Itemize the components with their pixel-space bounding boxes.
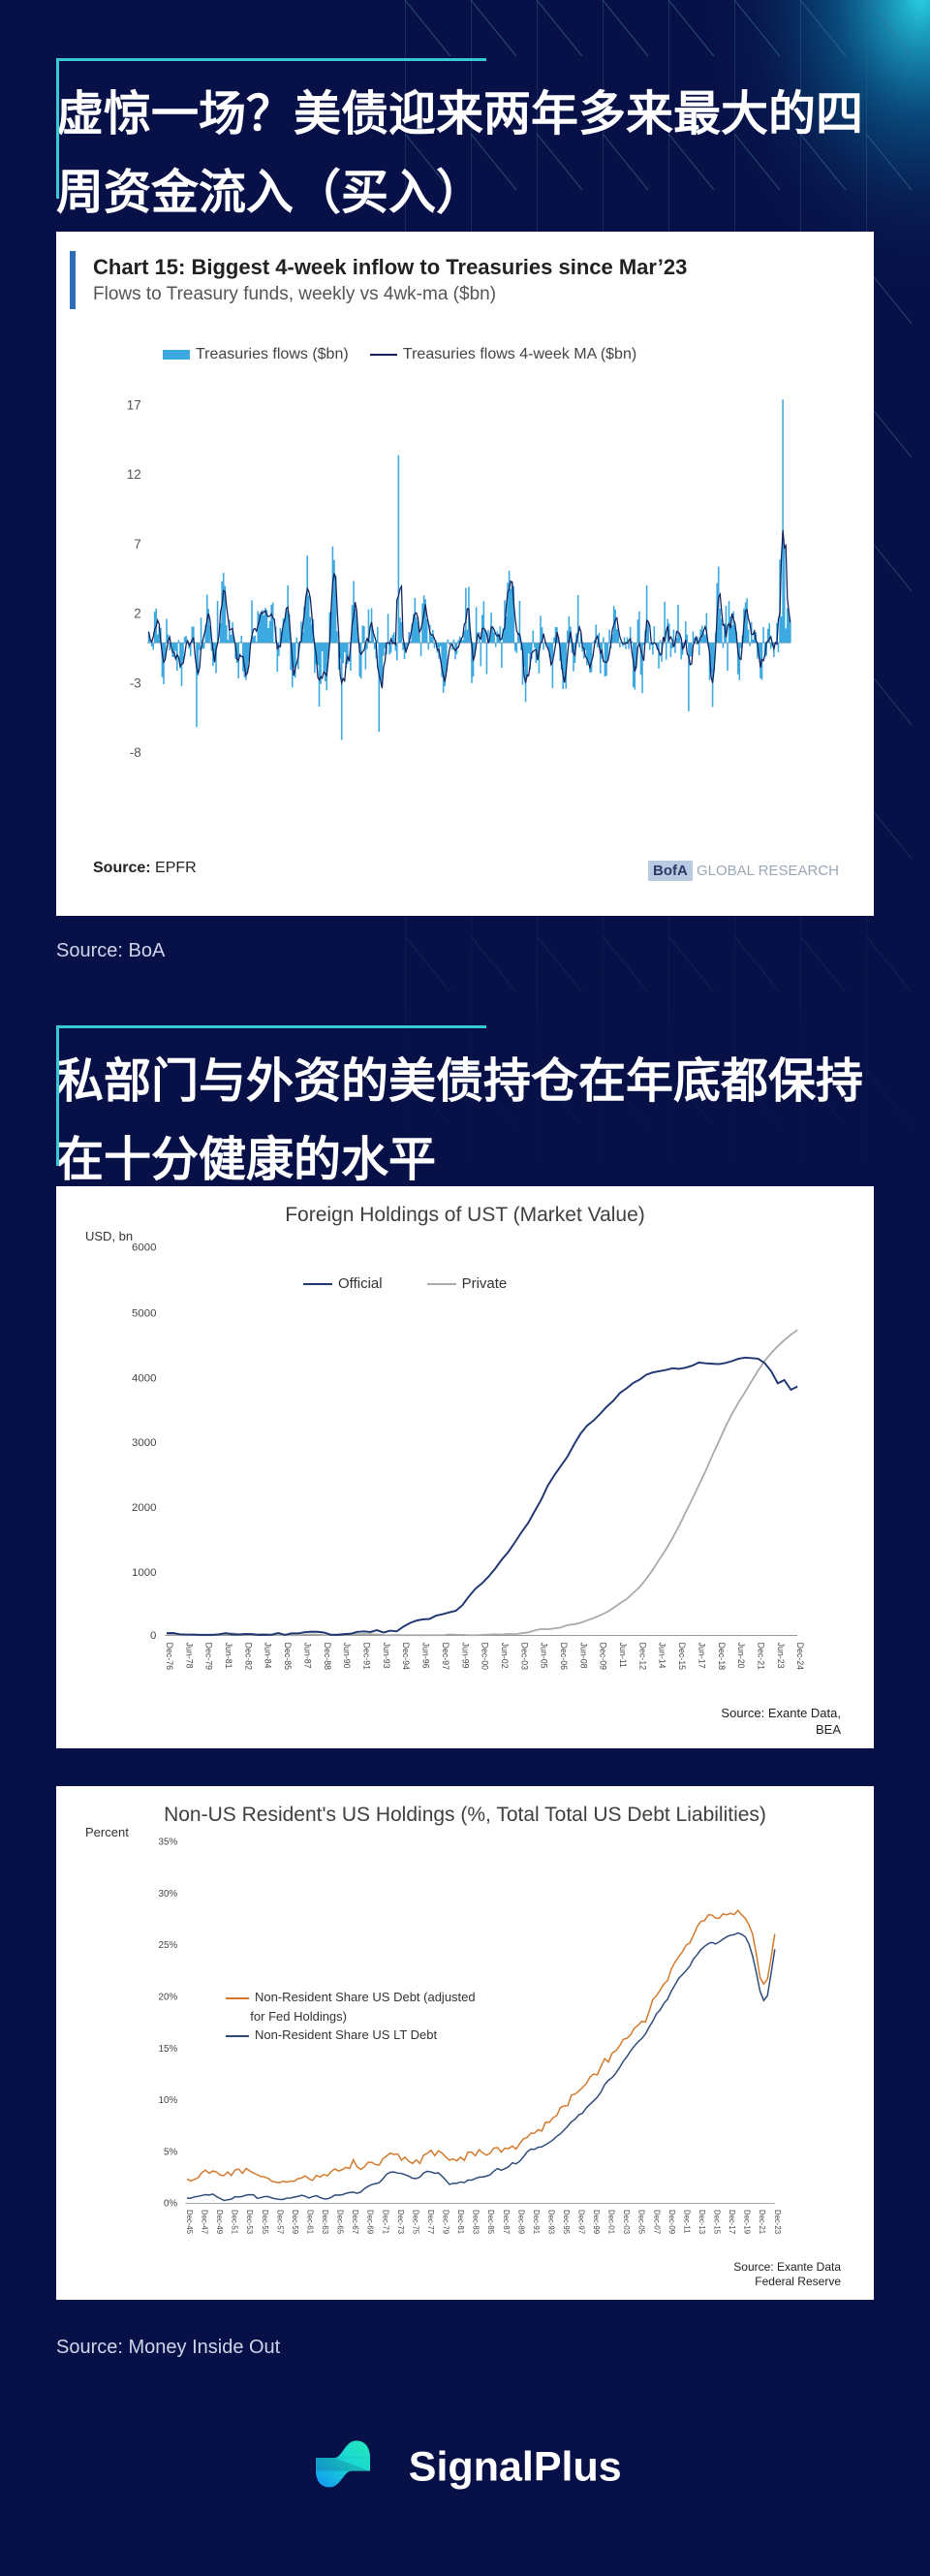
svg-text:Dec-03: Dec-03 — [622, 2210, 631, 2234]
svg-text:20%: 20% — [158, 1992, 177, 2002]
svg-text:Dec-57: Dec-57 — [275, 2210, 284, 2234]
svg-text:Jun-14: Jun-14 — [658, 1643, 667, 1669]
svg-text:Dec-88: Dec-88 — [323, 1643, 332, 1670]
svg-text:Dec-91: Dec-91 — [361, 1643, 371, 1670]
svg-text:Dec-99: Dec-99 — [592, 2210, 601, 2234]
svg-text:-3: -3 — [130, 675, 141, 690]
svg-text:Dec-13: Dec-13 — [698, 2210, 706, 2234]
svg-text:Dec-45: Dec-45 — [185, 2210, 194, 2234]
svg-text:Dec-85: Dec-85 — [283, 1643, 293, 1670]
svg-text:Dec-89: Dec-89 — [516, 2210, 525, 2234]
svg-text:7: 7 — [134, 537, 140, 551]
svg-text:17: 17 — [127, 397, 141, 412]
svg-text:Dec-53: Dec-53 — [245, 2210, 254, 2234]
svg-text:Dec-97: Dec-97 — [441, 1643, 450, 1670]
svg-text:Jun-02: Jun-02 — [500, 1643, 510, 1669]
svg-text:Dec-97: Dec-97 — [577, 2210, 586, 2234]
svg-text:Jun-99: Jun-99 — [460, 1643, 470, 1669]
svg-text:Dec-79: Dec-79 — [204, 1643, 214, 1670]
svg-text:Jun-81: Jun-81 — [224, 1643, 233, 1669]
svg-text:Jun-87: Jun-87 — [302, 1643, 312, 1669]
svg-text:Dec-00: Dec-00 — [480, 1643, 490, 1670]
svg-text:Dec-18: Dec-18 — [717, 1643, 727, 1670]
svg-text:35%: 35% — [158, 1838, 177, 1848]
svg-text:0%: 0% — [164, 2199, 177, 2210]
svg-text:Dec-63: Dec-63 — [321, 2210, 329, 2234]
svg-text:4000: 4000 — [132, 1372, 156, 1384]
svg-text:Dec-93: Dec-93 — [546, 2210, 555, 2234]
svg-text:Dec-12: Dec-12 — [637, 1643, 647, 1670]
svg-text:10%: 10% — [158, 2095, 177, 2106]
svg-text:Dec-17: Dec-17 — [728, 2210, 736, 2234]
svg-text:Jun-96: Jun-96 — [421, 1643, 431, 1669]
svg-text:Dec-83: Dec-83 — [472, 2210, 480, 2234]
svg-text:Dec-07: Dec-07 — [652, 2210, 661, 2234]
svg-text:Dec-51: Dec-51 — [231, 2210, 239, 2234]
svg-text:Dec-09: Dec-09 — [599, 1643, 608, 1670]
svg-text:Dec-69: Dec-69 — [366, 2210, 375, 2234]
svg-text:12: 12 — [127, 467, 141, 482]
svg-text:Dec-21: Dec-21 — [757, 1643, 766, 1670]
svg-text:Jun-84: Jun-84 — [264, 1643, 273, 1669]
svg-text:5000: 5000 — [132, 1307, 156, 1319]
svg-text:Dec-55: Dec-55 — [261, 2210, 269, 2234]
svg-text:Dec-82: Dec-82 — [243, 1643, 253, 1670]
svg-text:Dec-65: Dec-65 — [336, 2210, 345, 2234]
svg-text:Dec-59: Dec-59 — [291, 2210, 299, 2234]
svg-text:Jun-93: Jun-93 — [382, 1643, 391, 1669]
svg-text:15%: 15% — [158, 2044, 177, 2055]
svg-text:25%: 25% — [158, 1940, 177, 1951]
svg-text:3000: 3000 — [132, 1437, 156, 1449]
svg-text:Jun-08: Jun-08 — [578, 1643, 588, 1669]
svg-text:Dec-94: Dec-94 — [401, 1643, 411, 1670]
svg-text:Dec-75: Dec-75 — [411, 2210, 419, 2234]
svg-text:Dec-15: Dec-15 — [677, 1643, 687, 1670]
svg-text:Jun-78: Jun-78 — [184, 1643, 194, 1669]
svg-text:Dec-47: Dec-47 — [201, 2210, 209, 2234]
svg-text:-8: -8 — [130, 745, 141, 760]
svg-text:2: 2 — [134, 607, 140, 621]
svg-text:Dec-03: Dec-03 — [519, 1643, 529, 1670]
svg-text:6000: 6000 — [132, 1242, 156, 1254]
svg-text:Dec-24: Dec-24 — [795, 1643, 805, 1670]
svg-text:Dec-67: Dec-67 — [351, 2210, 359, 2234]
svg-text:Dec-71: Dec-71 — [381, 2210, 389, 2234]
svg-text:30%: 30% — [158, 1889, 177, 1900]
svg-text:Jun-11: Jun-11 — [618, 1643, 628, 1668]
svg-text:Dec-77: Dec-77 — [426, 2210, 435, 2234]
svg-text:Jun-17: Jun-17 — [697, 1643, 706, 1669]
svg-text:Dec-01: Dec-01 — [607, 2210, 616, 2234]
svg-text:Jun-90: Jun-90 — [342, 1643, 352, 1669]
svg-text:Dec-05: Dec-05 — [637, 2210, 646, 2234]
svg-text:Jun-05: Jun-05 — [540, 1643, 549, 1669]
svg-text:Dec-23: Dec-23 — [773, 2210, 782, 2234]
svg-text:Dec-06: Dec-06 — [559, 1643, 569, 1670]
svg-text:Dec-79: Dec-79 — [442, 2210, 450, 2234]
svg-text:2000: 2000 — [132, 1502, 156, 1514]
svg-text:Dec-49: Dec-49 — [215, 2210, 224, 2234]
svg-text:Jun-20: Jun-20 — [736, 1643, 746, 1669]
svg-text:Dec-81: Dec-81 — [456, 2210, 465, 2234]
svg-text:1000: 1000 — [132, 1567, 156, 1579]
svg-text:Dec-87: Dec-87 — [502, 2210, 511, 2234]
svg-text:Dec-85: Dec-85 — [486, 2210, 495, 2234]
svg-text:Dec-11: Dec-11 — [682, 2210, 691, 2234]
svg-text:Dec-73: Dec-73 — [396, 2210, 405, 2234]
svg-text:Dec-09: Dec-09 — [667, 2210, 676, 2234]
svg-text:Dec-61: Dec-61 — [305, 2210, 314, 2234]
svg-text:Dec-91: Dec-91 — [532, 2210, 541, 2234]
svg-text:Jun-23: Jun-23 — [776, 1643, 786, 1669]
svg-text:5%: 5% — [164, 2147, 177, 2157]
svg-text:Dec-95: Dec-95 — [562, 2210, 571, 2234]
svg-text:0: 0 — [150, 1630, 156, 1642]
svg-text:Dec-76: Dec-76 — [165, 1643, 174, 1670]
svg-text:Dec-19: Dec-19 — [743, 2210, 752, 2234]
svg-text:Dec-15: Dec-15 — [713, 2210, 722, 2234]
svg-text:Dec-21: Dec-21 — [758, 2210, 766, 2234]
